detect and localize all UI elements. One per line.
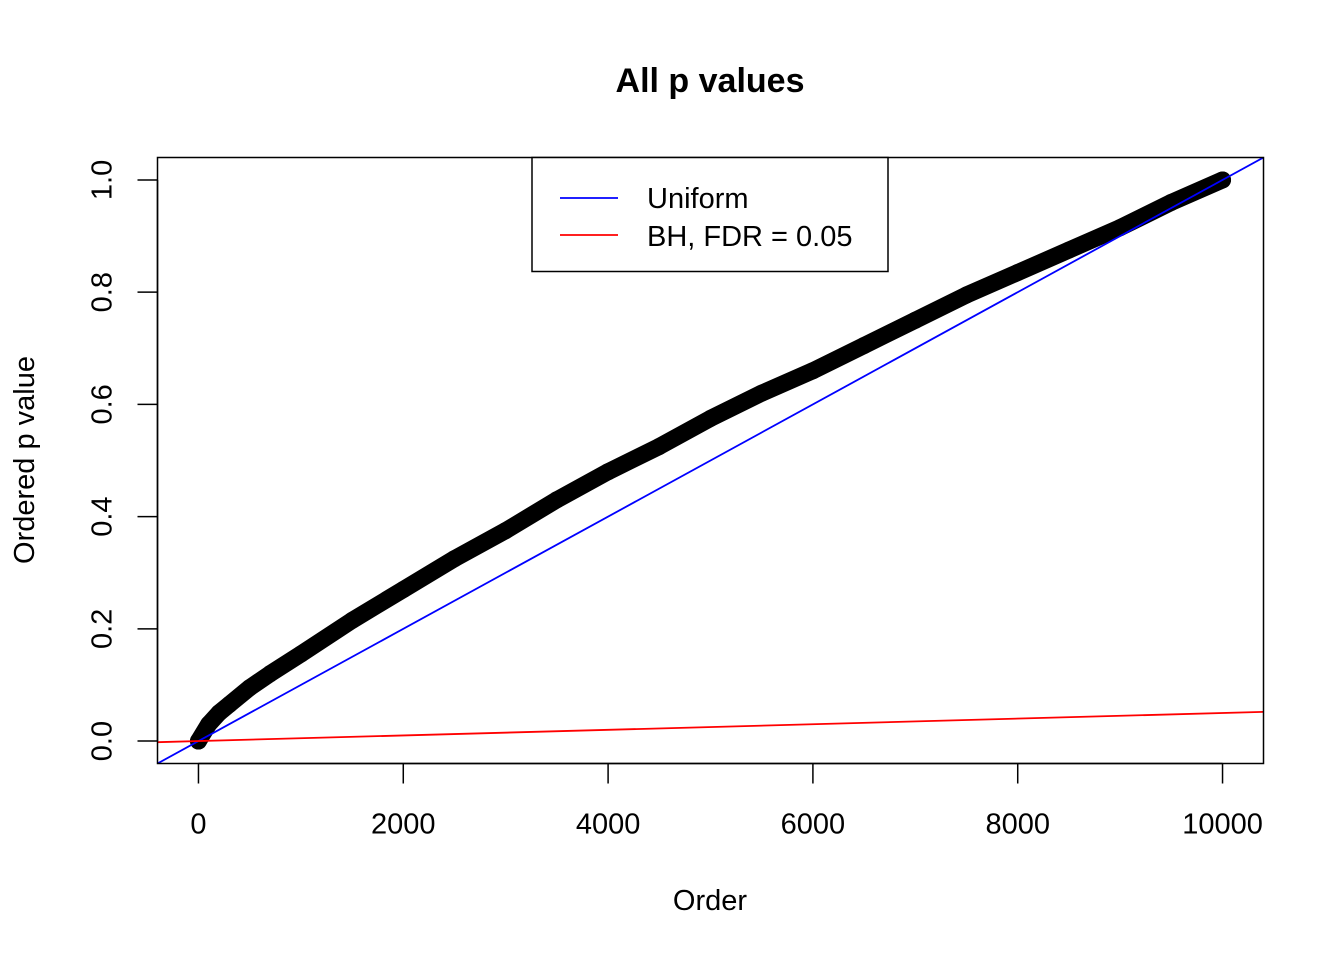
- uniform-line: [157, 157, 1264, 764]
- x-tick-label: 10000: [1182, 809, 1263, 841]
- bh-fdr-line: [157, 710, 1264, 744]
- data-point: [599, 463, 617, 481]
- data-point: [497, 522, 515, 540]
- data-point: [855, 336, 873, 354]
- data-point: [261, 665, 279, 683]
- chart-title: All p values: [616, 62, 805, 100]
- data-point: [1009, 264, 1027, 282]
- x-tick-label: 2000: [371, 809, 436, 841]
- data-point: [200, 715, 218, 733]
- x-tick-label: 4000: [576, 809, 641, 841]
- data-point: [650, 437, 668, 455]
- data-point: [241, 679, 259, 697]
- x-tick-label: 0: [190, 809, 206, 841]
- plot-clip-group: [157, 157, 1264, 764]
- x-axis-label: Order: [673, 885, 747, 917]
- data-point: [394, 581, 412, 599]
- data-point: [292, 645, 310, 663]
- data-point: [753, 384, 771, 402]
- y-tick-label: 0.2: [87, 609, 119, 649]
- y-tick-label: 0.8: [87, 272, 119, 312]
- legend-box: [531, 156, 889, 273]
- data-point: [906, 311, 924, 329]
- data-point: [445, 550, 463, 568]
- legend: Uniform BH, FDR = 0.05: [531, 156, 889, 273]
- data-point: [702, 409, 719, 427]
- y-tick-label: 1.0: [87, 160, 119, 200]
- plot-area: [157, 157, 1264, 764]
- data-point: [1060, 241, 1078, 259]
- y-tick-label: 0.0: [87, 721, 119, 761]
- x-tick-label: 6000: [781, 809, 846, 841]
- data-point: [1111, 219, 1129, 237]
- data-point: [220, 696, 238, 714]
- y-axis: 0.0 0.2 0.4 0.6 0.8 1.0: [87, 160, 159, 761]
- x-axis: 0 2000 4000 6000 8000 10000: [190, 762, 1263, 841]
- y-axis-label: Ordered p value: [9, 356, 41, 564]
- data-point: [958, 286, 976, 304]
- legend-label-uniform: Uniform: [647, 183, 749, 215]
- data-point: [548, 491, 566, 509]
- legend-label-bh: BH, FDR = 0.05: [647, 221, 853, 253]
- data-point: [804, 362, 822, 380]
- y-tick-label: 0.4: [87, 496, 119, 536]
- y-tick-label: 0.6: [87, 384, 119, 424]
- data-point: [343, 611, 361, 629]
- x-tick-label: 8000: [985, 809, 1050, 841]
